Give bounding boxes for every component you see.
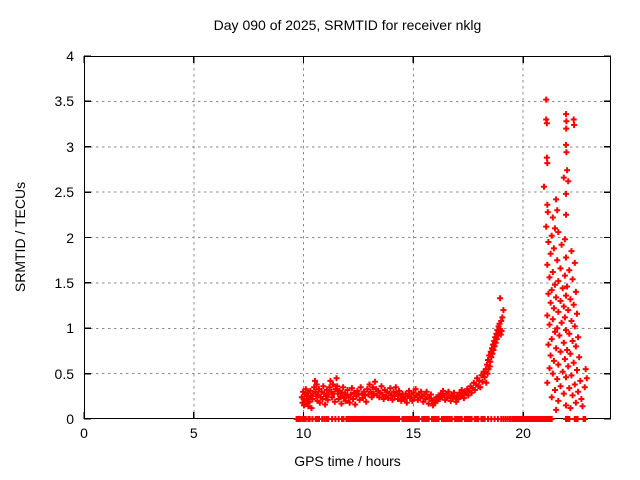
x-tick-label: 5: [189, 425, 198, 441]
y-tick-label: 0.5: [54, 365, 74, 382]
x-tick-label: 0: [80, 425, 88, 441]
x-axis-label: GPS time / hours: [294, 453, 401, 469]
y-tick-label: 2.5: [54, 184, 74, 201]
y-tick-label: 4: [66, 48, 74, 64]
x-tick-label: 10: [295, 425, 312, 441]
chart-title: Day 090 of 2025, SRMTID for receiver nkl…: [213, 17, 482, 33]
x-tick-label: 20: [515, 425, 531, 441]
x-tick-label: 15: [405, 425, 422, 441]
y-tick-label: 0: [66, 411, 74, 427]
y-tick-label: 3: [66, 138, 74, 155]
y-tick-label: 2: [66, 229, 74, 246]
scatter-plot: [83, 55, 612, 422]
y-tick-label: 1: [66, 320, 74, 337]
y-tick-label: 1.5: [54, 274, 74, 291]
y-tick-label: 3.5: [54, 93, 74, 110]
